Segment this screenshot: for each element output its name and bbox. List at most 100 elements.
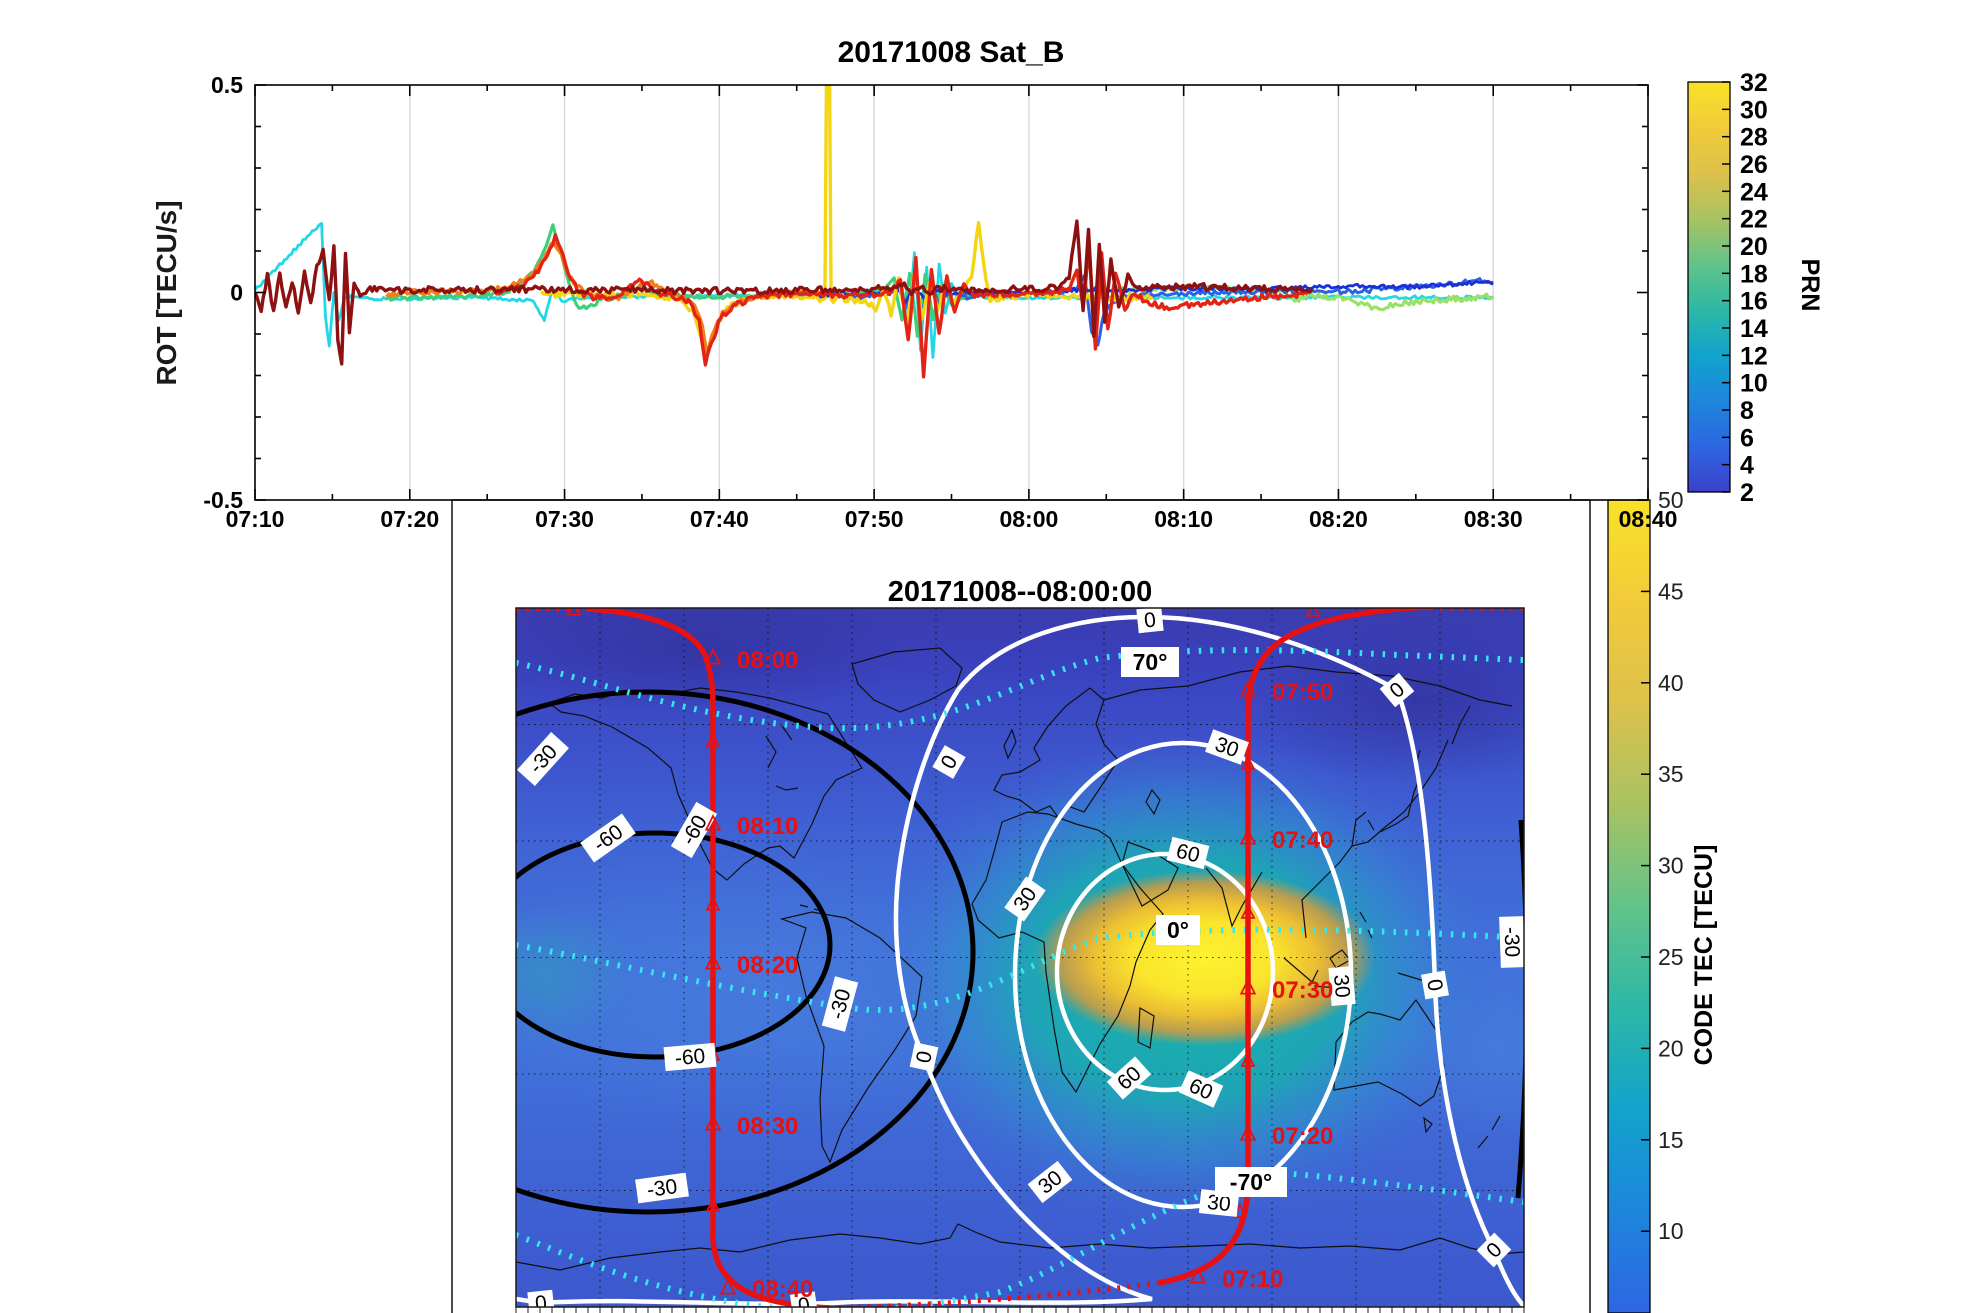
track-marker-triangle: [704, 647, 722, 665]
top-chart-ylabel: ROT [TECU/s]: [151, 200, 182, 385]
contour-label-white-0: 0: [909, 1042, 939, 1072]
prn-tick-label: 16: [1740, 288, 1768, 316]
y-tick-label: -0.5: [203, 487, 243, 513]
maglat-labels: 70° 0° -70°: [1121, 647, 1287, 1197]
contour-label-box: [1136, 608, 1164, 634]
prn-tick-label: 20: [1740, 233, 1768, 261]
maglat-label-text: 70°: [1133, 649, 1168, 675]
contour-label-box: [517, 732, 569, 786]
track-descending-0710-0750: [1157, 608, 1431, 1286]
maglat-label-box: [1215, 1167, 1287, 1197]
contour-plus60: [1054, 851, 1276, 1093]
contour-label-box: [1476, 1232, 1512, 1268]
tec-corner-teal: [516, 905, 635, 1045]
track-time-label: 07:30: [1272, 977, 1333, 1004]
top-chart-title: 20171008 Sat_B: [838, 36, 1065, 69]
track-marker-triangle: [705, 895, 721, 911]
maglat-label: 0°: [1156, 915, 1200, 945]
contour-label-box: [1328, 966, 1356, 1006]
prn-tick-label: 28: [1740, 124, 1768, 152]
contour-label-box: [932, 745, 966, 779]
track-marker-triangle: [704, 952, 722, 970]
x-tick-label: 07:50: [845, 506, 904, 532]
contour-label-white-0: 0: [932, 745, 966, 779]
prn-tick-label: 30: [1740, 96, 1768, 124]
x-tick-label: 08:40: [1619, 506, 1678, 532]
y-tick-label: 0.5: [211, 72, 243, 98]
track-marker-triangle: [1305, 608, 1321, 617]
x-tick-label: 08:20: [1309, 506, 1368, 532]
contour-label-text: -60: [674, 1045, 706, 1071]
track-marker-triangle: [719, 1277, 737, 1295]
contour-label-box: [1166, 836, 1210, 870]
contour-label-box: [821, 976, 859, 1032]
contour-label-white-0: 0: [1136, 608, 1164, 634]
tec-colorbar-gradient: [1607, 499, 1651, 1313]
maglat-0: [516, 926, 1524, 1013]
track-time-label: 07:20: [1272, 1123, 1333, 1150]
prn-tick-label: 14: [1740, 315, 1768, 343]
contour-label-text: 0: [1422, 977, 1447, 993]
track-marker-triangle: [566, 608, 582, 616]
track-marker-triangle: [704, 813, 722, 831]
tec-tick-label: 10: [1658, 1218, 1684, 1244]
tec-tick-label: 35: [1658, 761, 1684, 787]
track-marker-triangle: [705, 731, 721, 747]
track-marker-triangle: [1240, 903, 1256, 919]
prn-tick-label: 22: [1740, 206, 1768, 234]
contour-label-text: 0: [1143, 608, 1157, 632]
contour-label-text: 0: [912, 1049, 937, 1065]
track-time-label: 08:00: [737, 647, 798, 674]
x-tick-label: 07:30: [535, 506, 594, 532]
map-title: 20171008--08:00:00: [888, 576, 1152, 608]
x-tick-label: 07:20: [380, 506, 439, 532]
contour-label-box: [527, 1289, 555, 1307]
track-marker-triangle: [1239, 827, 1257, 845]
contour-label-box: [670, 801, 718, 859]
contour-label-text: -30: [645, 1175, 678, 1202]
trace-red: [493, 233, 1309, 379]
track-time-labels: 08:00 08:10 08:20 08:30 08:40 07:50 07:40 07:30…: [704, 647, 1333, 1303]
contour-label-white-0: 0: [1421, 970, 1449, 1000]
map-graticule: [516, 608, 1524, 1307]
contour-label-white-30: 30: [1328, 966, 1356, 1006]
contour-label-box: [1379, 672, 1415, 708]
contour-label-box: [1027, 1160, 1073, 1204]
contour-label-white-0: 0: [527, 1289, 555, 1307]
tec-tick-label: 40: [1658, 670, 1684, 696]
x-tick-label: 07:10: [226, 506, 285, 532]
contour-label-text: 30: [1329, 973, 1354, 998]
maglat-lines: [516, 647, 1524, 1307]
top-chart-tick-labels: 07:10 07:20 07:30 07:40 07:50 08:00 08:10 08:20…: [203, 72, 1677, 532]
x-tick-label: 08:10: [1154, 506, 1213, 532]
y-tick-label: 0: [230, 280, 243, 306]
top-chart-traces: [255, 85, 1495, 379]
contour-label-box: [1499, 916, 1524, 968]
tec-colorbar: 50 45 40 35 30 25 20 15 10 CODE TEC [TECU]: [1607, 487, 1718, 1313]
map-bottom-ticks: [515, 1307, 1525, 1313]
track-time-label: 07:50: [1272, 679, 1333, 706]
contour-label-black-m30: -30: [1499, 916, 1524, 968]
contour-label-box: [663, 1042, 717, 1072]
x-tick-label: 08:30: [1464, 506, 1523, 532]
x-tick-label: 08:00: [999, 506, 1058, 532]
contour-label-black-m60: -60: [663, 1042, 717, 1072]
tec-tick-label: 50: [1658, 487, 1684, 513]
maglat-label-box: [1156, 915, 1200, 945]
tec-tick-label: 20: [1658, 1035, 1684, 1061]
contour-label-box: [635, 1172, 689, 1204]
track-marker-triangle: [1239, 679, 1257, 697]
prn-tick-label: 18: [1740, 260, 1768, 288]
coastlines: [516, 647, 1524, 1271]
prn-colorbar-label: PRN: [1796, 259, 1824, 312]
contour-label-box: [580, 813, 636, 863]
track-time-label: 08:20: [737, 952, 798, 979]
track-marker-triangle: [1240, 1051, 1256, 1067]
tec-tick-label: 15: [1658, 1127, 1684, 1153]
trace-green: [385, 223, 986, 338]
trace-darkred: [255, 219, 1314, 366]
track-descending-0800-0840: [587, 608, 831, 1307]
